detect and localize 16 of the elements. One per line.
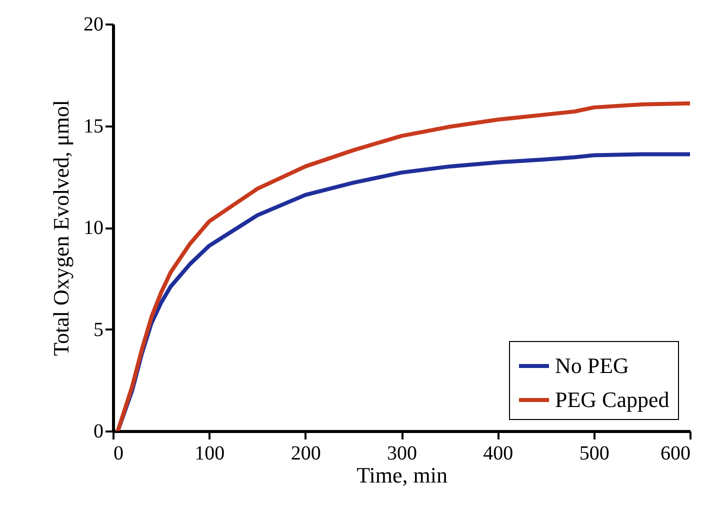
y-tick-label: 5: [94, 318, 104, 341]
x-tick-label: 600: [660, 442, 690, 464]
legend-label: PEG Capped: [555, 387, 670, 412]
y-tick-label: 15: [84, 115, 104, 138]
x-tick-label: 500: [579, 442, 610, 464]
x-axis-title: Time, min: [356, 462, 448, 488]
x-tick-label: 400: [483, 442, 514, 464]
y-tick-label: 10: [84, 217, 104, 239]
legend-label: No PEG: [555, 353, 630, 378]
y-axis-title: Total Oxygen Evolved, μmol: [48, 100, 74, 356]
x-tick-label: 0: [114, 442, 124, 464]
y-tick-label: 0: [94, 420, 104, 442]
x-tick-label: 100: [194, 442, 225, 464]
x-tick-label: 200: [290, 442, 321, 464]
y-tick-label: 20: [84, 14, 104, 36]
x-tick-label: 300: [387, 442, 417, 464]
